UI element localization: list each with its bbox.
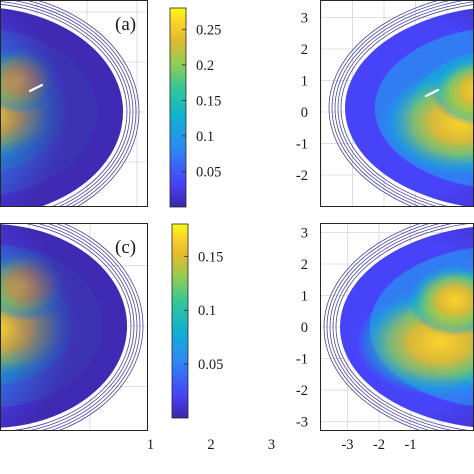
contour-line bbox=[331, 0, 454, 207]
density-edge bbox=[0, 224, 127, 428]
colorbar bbox=[171, 223, 189, 419]
y-tick-label: -2 bbox=[296, 168, 308, 184]
colorbar-tick-label: 0.05 bbox=[196, 164, 221, 180]
colorbar-tick-label: 0.15 bbox=[198, 249, 223, 265]
contour-line bbox=[332, 223, 457, 431]
x-tick-label: -3 bbox=[341, 437, 353, 453]
panel-label: (c) bbox=[115, 237, 136, 258]
heatmap-panel bbox=[320, 0, 474, 207]
y-tick-label: 1 bbox=[301, 289, 308, 305]
density-edge bbox=[345, 8, 474, 207]
x-tick-label: 2 bbox=[207, 437, 214, 453]
contour-line bbox=[56, 223, 144, 431]
colorbar-tick-label: 0.15 bbox=[196, 93, 221, 109]
y-tick-label: -1 bbox=[296, 352, 308, 368]
y-tick-label: 3 bbox=[301, 11, 308, 27]
axes-frame bbox=[0, 223, 148, 431]
colorbar-tick-label: 0.2 bbox=[196, 58, 214, 74]
bright-streak bbox=[424, 88, 440, 98]
contour-line bbox=[48, 223, 141, 431]
y-tick-label: 0 bbox=[301, 320, 308, 336]
colorbar-tick-label: 0.05 bbox=[198, 357, 223, 373]
colorbar bbox=[169, 7, 187, 208]
x-tick-label: -1 bbox=[404, 437, 416, 453]
contour-line bbox=[4, 223, 132, 431]
contour-line bbox=[25, 223, 135, 431]
heatmap-area bbox=[320, 0, 474, 207]
contour-line bbox=[0, 3, 128, 207]
y-tick-label: 2 bbox=[301, 42, 308, 58]
contour-line bbox=[34, 0, 140, 207]
heatmap-area bbox=[0, 0, 148, 207]
contour-line bbox=[340, 4, 474, 207]
contour-line bbox=[337, 1, 474, 207]
panel-label: (a) bbox=[115, 14, 136, 35]
x-tick-label: -2 bbox=[373, 437, 385, 453]
contour-line bbox=[323, 223, 423, 431]
heatmap-area bbox=[320, 223, 474, 431]
x-tick-label: 1 bbox=[147, 437, 154, 453]
contour-line bbox=[329, 223, 444, 431]
contour-line bbox=[23, 0, 137, 207]
y-tick-label: -1 bbox=[296, 137, 308, 153]
y-tick-label: 1 bbox=[301, 74, 308, 90]
contour-line bbox=[328, 0, 442, 207]
density-edge bbox=[340, 226, 474, 428]
contour-line bbox=[0, 1, 131, 207]
heatmap-panel bbox=[320, 223, 474, 431]
colorbar-tick-label: 0.1 bbox=[196, 129, 214, 145]
axes-frame bbox=[0, 0, 148, 207]
heatmap-panel: (a) bbox=[0, 0, 148, 207]
contour-line bbox=[335, 223, 474, 431]
bright-streak bbox=[28, 83, 44, 93]
contour-line bbox=[334, 0, 469, 207]
y-tick-label: 2 bbox=[301, 257, 308, 273]
y-tick-label: 0 bbox=[301, 105, 308, 121]
contour-line bbox=[326, 223, 433, 431]
colorbar-tick-label: 0.1 bbox=[198, 303, 216, 319]
colorbar-tick-label: 0.25 bbox=[196, 22, 221, 38]
contour-line bbox=[38, 223, 138, 431]
y-tick-label: -3 bbox=[296, 415, 308, 431]
heatmap-panel: (c) bbox=[0, 223, 148, 431]
contour-line bbox=[7, 0, 134, 207]
heatmap-area bbox=[0, 223, 148, 431]
y-tick-label: 3 bbox=[301, 226, 308, 242]
x-tick-label: 3 bbox=[268, 437, 275, 453]
y-tick-label: -2 bbox=[296, 383, 308, 399]
density-edge bbox=[0, 8, 123, 207]
